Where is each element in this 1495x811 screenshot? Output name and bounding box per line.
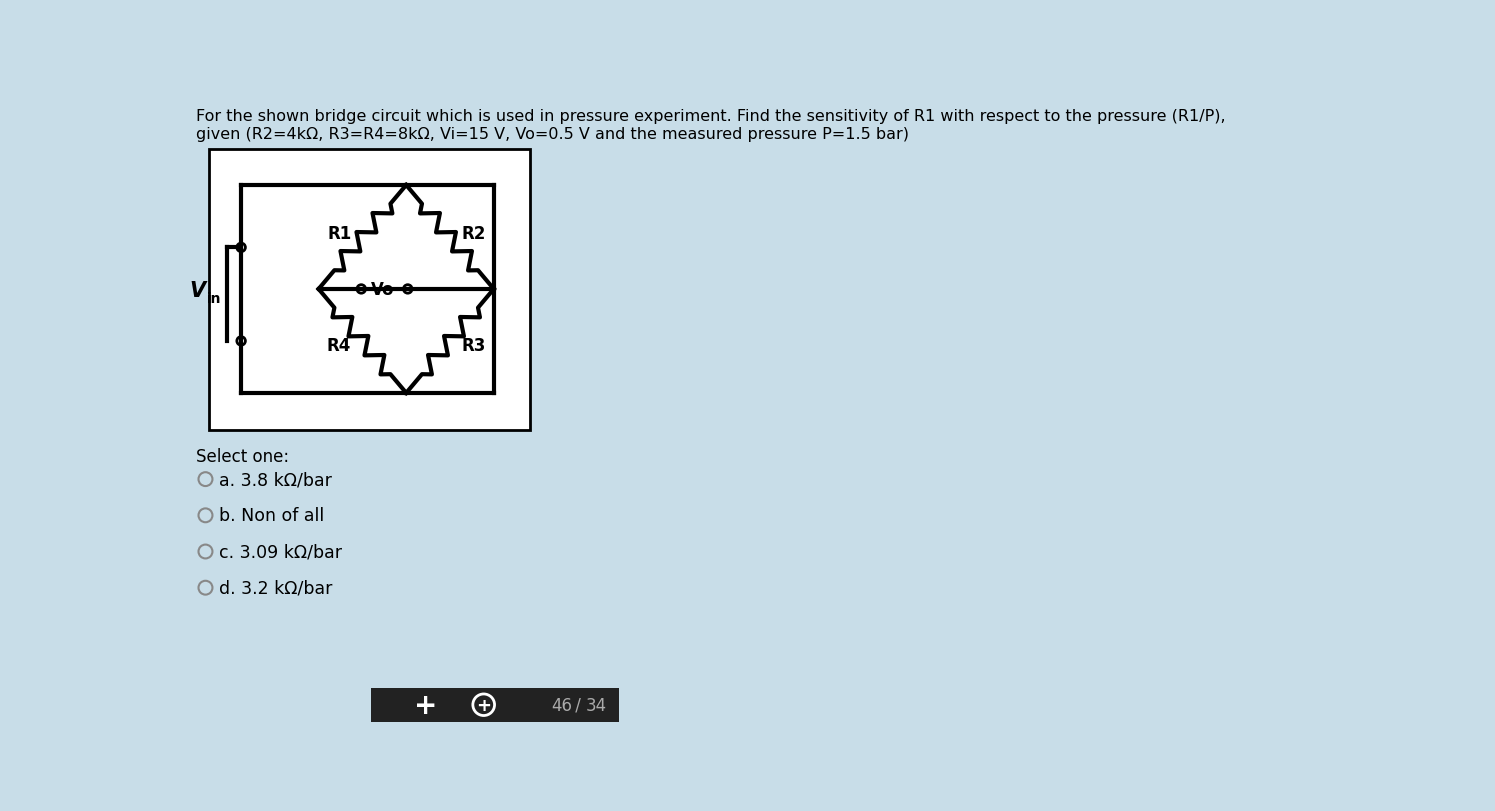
Text: 46: 46 [552,696,573,714]
Bar [209,149,531,431]
Text: For the shown bridge circuit which is used in pressure experiment. Find the sens: For the shown bridge circuit which is us… [196,109,1226,124]
Text: b. Non of all: b. Non of all [220,507,324,525]
Text: Select one:: Select one: [196,447,290,466]
Text: R3: R3 [460,337,486,354]
Text: a. 3.8 kΩ/bar: a. 3.8 kΩ/bar [220,470,332,488]
Text: V: V [190,281,206,301]
Text: +: + [414,691,437,719]
Text: d. 3.2 kΩ/bar: d. 3.2 kΩ/bar [220,579,333,597]
Bar [371,688,619,722]
Text: /: / [571,696,586,714]
Text: R4: R4 [327,337,351,354]
Text: given (R2=4kΩ, R3=R4=8kΩ, Vi=15 V, Vo=0.5 V and the measured pressure P=1.5 bar): given (R2=4kΩ, R3=R4=8kΩ, Vi=15 V, Vo=0.… [196,127,909,142]
Text: R1: R1 [327,225,351,242]
Text: 34: 34 [586,696,607,714]
Text: Vo: Vo [371,281,395,298]
Text: R2: R2 [460,225,486,242]
Text: in: in [206,292,221,306]
Text: c. 3.09 kΩ/bar: c. 3.09 kΩ/bar [220,543,342,561]
Text: +: + [477,696,492,714]
